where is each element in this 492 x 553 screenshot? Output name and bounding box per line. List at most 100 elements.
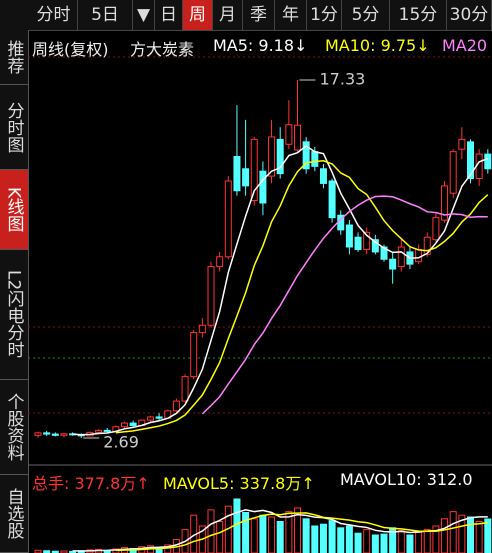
toolbar-tab[interactable]: 周	[183, 0, 213, 30]
stock-name: 方大炭素	[130, 40, 195, 59]
toolbar-tab[interactable]: 分时	[30, 0, 78, 30]
mavol5-line	[72, 509, 488, 552]
period: 周线(复权)	[32, 40, 109, 59]
volume-bar	[302, 518, 310, 553]
volume-bar	[458, 514, 466, 553]
volume-bar	[285, 511, 293, 553]
volume-bar	[467, 516, 474, 553]
volume-bar	[328, 520, 336, 553]
volume-bar	[60, 550, 68, 553]
volume-bar	[311, 525, 319, 553]
sidebar-tab-label: 推荐	[3, 40, 24, 74]
ma5-line	[72, 144, 489, 436]
candle-body	[43, 432, 51, 435]
candle-body	[207, 266, 215, 326]
toolbar-tab[interactable]: 5分	[342, 0, 390, 30]
volume-bar	[242, 512, 250, 553]
volume-bar	[432, 525, 440, 553]
toolbar-tab[interactable]: 日	[155, 0, 183, 30]
total-volume: 总手: 377.8万↑	[32, 474, 150, 493]
extreme-label: 17.33	[320, 69, 366, 88]
volume-bar	[268, 516, 276, 553]
extreme-label: 2.69	[103, 432, 139, 451]
toolbar-tab[interactable]: ▼	[133, 0, 155, 30]
candle-body	[345, 224, 353, 248]
volume-bar	[164, 544, 172, 553]
volume-bar	[337, 527, 345, 553]
volume-bar	[441, 518, 449, 553]
sidebar-tab-label: L2闪电分时	[3, 270, 24, 359]
volume-bar	[233, 498, 241, 553]
candle-body	[146, 416, 154, 421]
toolbar-tab[interactable]: 1分	[307, 0, 342, 30]
sidebar-tab-label: 自选股	[3, 488, 24, 539]
candle-body	[397, 246, 405, 268]
sidebar-tab[interactable]: 推荐	[0, 30, 28, 85]
volume-bar	[371, 534, 379, 553]
volume-bar	[397, 530, 405, 553]
candle-body	[129, 422, 137, 427]
candle-body	[216, 256, 224, 268]
volume-bar	[259, 514, 267, 553]
candle-body	[302, 141, 310, 170]
volume-bar	[294, 507, 301, 553]
volume-bar	[216, 521, 224, 553]
candle-body	[415, 248, 423, 263]
toolbar: 分时 5日 ▼ 日周月季年 1分 5分 15分 30分	[0, 0, 492, 31]
candle-body	[441, 185, 449, 221]
candle-body	[458, 138, 466, 150]
sidebar-tab[interactable]: 个股资料	[0, 380, 28, 475]
candle-body	[95, 429, 103, 433]
candle-body	[311, 151, 319, 167]
toolbar-tab[interactable]: 年	[275, 0, 307, 30]
candle-body	[103, 429, 111, 432]
ma20-line	[201, 195, 488, 415]
volume-bar	[406, 534, 414, 553]
volume-bar	[354, 532, 362, 553]
sidebar-tab[interactable]: L2闪电分时	[0, 250, 28, 380]
candle-body	[449, 151, 457, 194]
toolbar-tab[interactable]: 5日	[78, 0, 133, 30]
volume-bar	[276, 521, 284, 553]
candle-body	[121, 422, 128, 428]
candle-body	[259, 170, 267, 204]
candle-body	[233, 156, 241, 192]
candle-body	[423, 236, 431, 255]
candle-body	[190, 332, 198, 378]
sidebar-tab[interactable]: K线图	[0, 170, 28, 250]
candle-body	[380, 246, 388, 260]
toolbar-tab[interactable]: 月	[213, 0, 243, 30]
ma5-label: MA5: 9.18↓	[213, 36, 308, 55]
candle-body	[198, 324, 206, 334]
toolbar-tab[interactable]: 15分	[390, 0, 447, 30]
candle-body	[363, 231, 371, 250]
ma10-line	[115, 159, 489, 434]
volume-bar	[363, 529, 371, 553]
candle-body	[294, 124, 301, 151]
candle-body	[242, 168, 250, 187]
mavol10-line	[115, 512, 488, 552]
volume-bar	[484, 518, 492, 553]
ma10-label: MA10: 9.75↓	[325, 36, 430, 55]
toolbar-tab[interactable]: 季	[243, 0, 275, 30]
volume-bar	[475, 521, 483, 553]
volume-bar	[207, 509, 215, 553]
candle-body	[224, 180, 232, 258]
mavol5-label: MAVOL5: 337.8万↑	[163, 474, 315, 493]
candle-body	[285, 124, 293, 145]
candle-body	[60, 433, 68, 436]
sidebar-tab-label: K线图	[3, 186, 24, 233]
candle-body	[354, 236, 362, 250]
candle-body	[484, 153, 492, 170]
volume-bar	[423, 529, 431, 553]
volume-bar	[380, 533, 388, 553]
volume-bar	[51, 550, 59, 553]
candle-body	[328, 180, 336, 219]
sidebar-tab[interactable]: 分时图	[0, 85, 28, 170]
candle-body	[34, 432, 42, 436]
volume-bar	[345, 525, 353, 553]
volume-bar	[250, 518, 258, 553]
ma20-label: MA20	[442, 36, 488, 55]
